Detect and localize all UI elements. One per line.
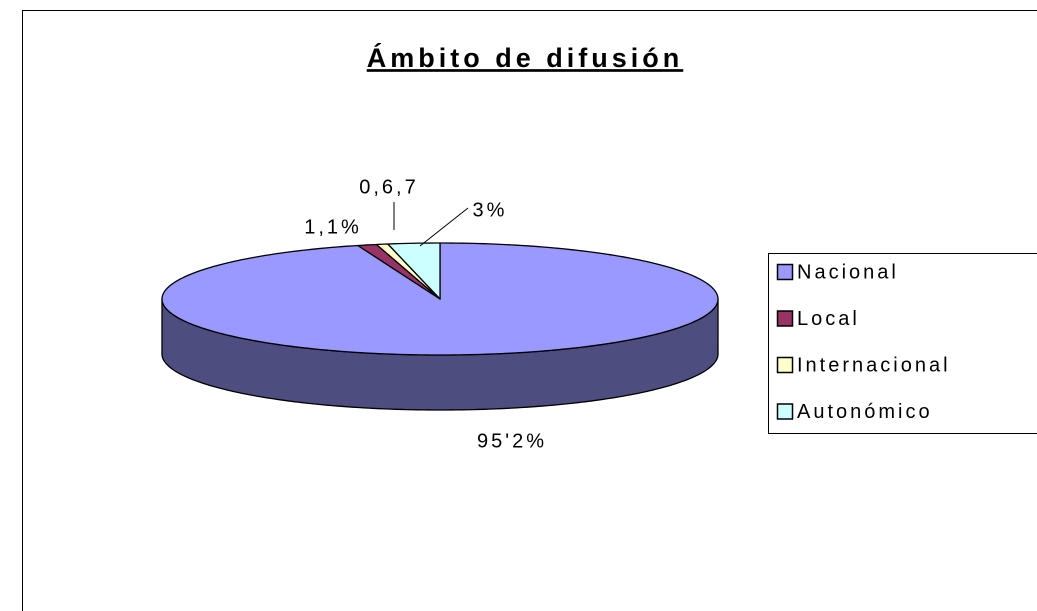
- slice: [387, 242, 441, 300]
- leader-line: [419, 207, 469, 247]
- legend-swatch: [776, 263, 794, 281]
- legend-label: Nacional: [797, 261, 899, 283]
- chart-title: Ámbito de difusión: [367, 42, 683, 73]
- legend-swatch: [776, 356, 794, 374]
- legend-label: Internacional: [797, 354, 951, 376]
- data-label: 3%: [473, 199, 508, 221]
- legend-box: [768, 253, 1037, 434]
- data-label: 1,1%: [304, 216, 362, 238]
- data-label: 95'2%: [477, 430, 547, 452]
- legend-label: Local: [797, 308, 860, 330]
- legend-swatch: [776, 310, 794, 327]
- legend-label: Autonómico: [797, 401, 933, 423]
- data-label: 0,6,7: [359, 176, 418, 198]
- legend-swatch: [776, 403, 794, 420]
